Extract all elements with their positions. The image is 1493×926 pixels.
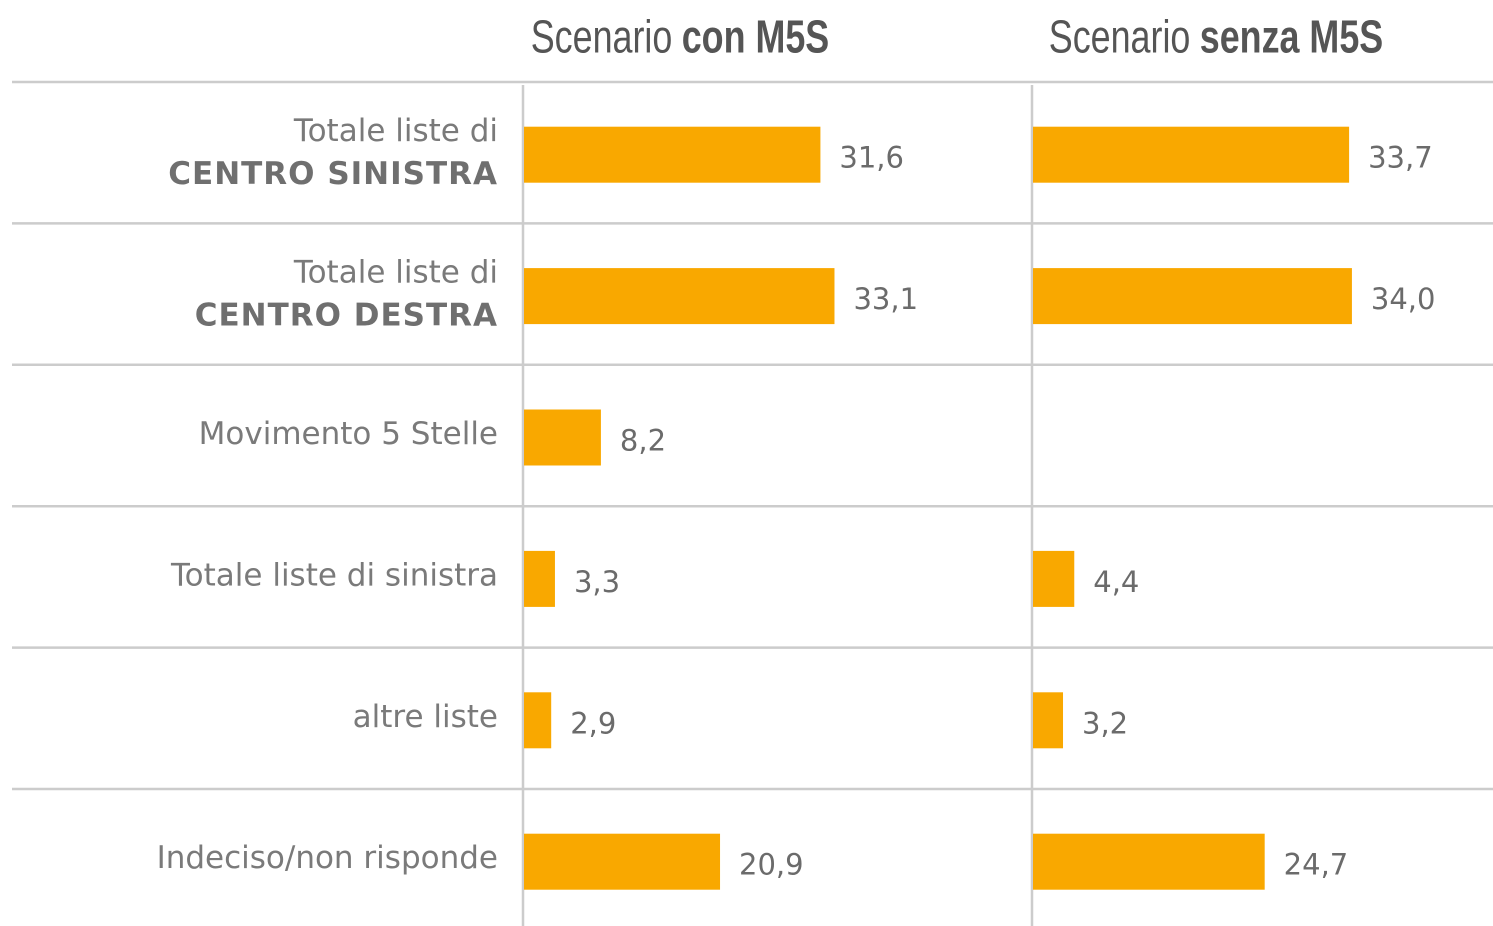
bar (524, 126, 821, 183)
title-part: senza M5S (1200, 11, 1383, 62)
title-part: Scenario (531, 11, 673, 62)
value-label: 3,3 (574, 565, 620, 599)
value-label: 34,0 (1371, 282, 1436, 316)
panel-title: Scenario senza M5S (1049, 11, 1383, 62)
bar (524, 692, 552, 749)
category-label: Indeciso/non risponde (157, 840, 498, 876)
value-label: 20,9 (739, 848, 804, 882)
value-label: 2,9 (570, 706, 616, 740)
title-part: con M5S (682, 11, 830, 62)
value-label: 8,2 (620, 424, 666, 458)
panel-title: Scenario con M5S (531, 11, 830, 62)
value-label: 4,4 (1093, 565, 1139, 599)
category-label: Movimento 5 Stelle (199, 416, 498, 452)
value-label: 33,7 (1368, 141, 1433, 175)
value-label: 33,1 (853, 282, 918, 316)
value-label: 31,6 (839, 141, 904, 175)
value-label: 3,2 (1082, 706, 1128, 740)
title-part: Scenario (1049, 11, 1191, 62)
category-label: Totale liste di sinistra (170, 557, 498, 593)
bar (1033, 692, 1064, 749)
category-label: altre liste (353, 699, 498, 735)
value-label: 24,7 (1284, 848, 1349, 882)
bar (524, 550, 555, 607)
bar (1033, 126, 1350, 183)
bar (1033, 268, 1352, 325)
bar (524, 409, 601, 466)
category-label: CENTRO DESTRA (195, 298, 498, 334)
bar (1033, 833, 1265, 890)
category-label: CENTRO SINISTRA (168, 156, 498, 192)
category-label: Totale liste di (293, 113, 498, 149)
category-label: Totale liste di (293, 255, 498, 291)
bar (524, 268, 835, 325)
bar (1033, 550, 1075, 607)
bar (524, 833, 721, 890)
